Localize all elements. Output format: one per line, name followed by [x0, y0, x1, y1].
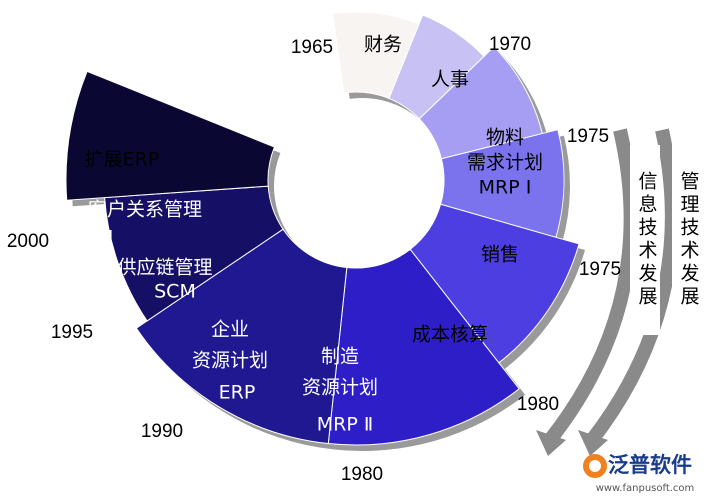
segment	[327, 248, 520, 446]
year-label: 1970	[489, 34, 531, 55]
year-label: 1980	[517, 394, 559, 415]
segment-label: 人事	[431, 69, 469, 91]
arrow-shaft	[544, 128, 638, 445]
logo-url: www.fanpusoft.com	[596, 483, 695, 494]
logo-icon	[589, 460, 601, 472]
segment-label: 资源计划	[192, 350, 268, 372]
segment-label: 销售	[481, 244, 519, 266]
year-label: 1995	[51, 322, 93, 343]
arrow-label: 管理技术发展	[678, 171, 700, 309]
segment-label: 制造	[321, 346, 359, 368]
segment-label: 企业	[211, 319, 249, 341]
arrow-shaft	[586, 128, 679, 445]
arrow-head	[578, 430, 608, 456]
segment-label: 客户关系管理	[88, 199, 202, 221]
segment	[135, 228, 348, 445]
segment-label: 供应链管理	[117, 257, 212, 279]
arrow-label: 信息技术发展	[636, 171, 658, 309]
segment-label: 成本核算	[412, 324, 488, 346]
segment-label: SCM	[154, 281, 196, 303]
segment-label: MRP Ⅰ	[479, 177, 532, 199]
arrow-label-bg	[630, 145, 660, 335]
segment-label: 资源计划	[302, 377, 378, 399]
segment-label: CRM	[71, 227, 114, 249]
segments	[65, 11, 580, 446]
arrow-head	[536, 430, 566, 456]
year-label: 2000	[7, 231, 49, 252]
segment	[65, 70, 276, 201]
year-label: 1980	[341, 464, 383, 485]
year-label: 1965	[291, 37, 333, 58]
logo-name: 泛普软件	[608, 453, 692, 477]
year-label: 1975	[579, 259, 621, 280]
segment-label: ERP	[219, 382, 256, 404]
year-label: 1975	[567, 126, 609, 147]
arrow-label-bg	[672, 145, 702, 335]
segment-label: MRP Ⅱ	[317, 414, 373, 436]
year-label: 1990	[141, 421, 183, 442]
title: 扩展ERP	[85, 149, 160, 171]
segment-label: 物料	[486, 127, 524, 149]
segment-label: 需求计划	[467, 152, 543, 174]
segment-label: 财务	[364, 34, 402, 56]
